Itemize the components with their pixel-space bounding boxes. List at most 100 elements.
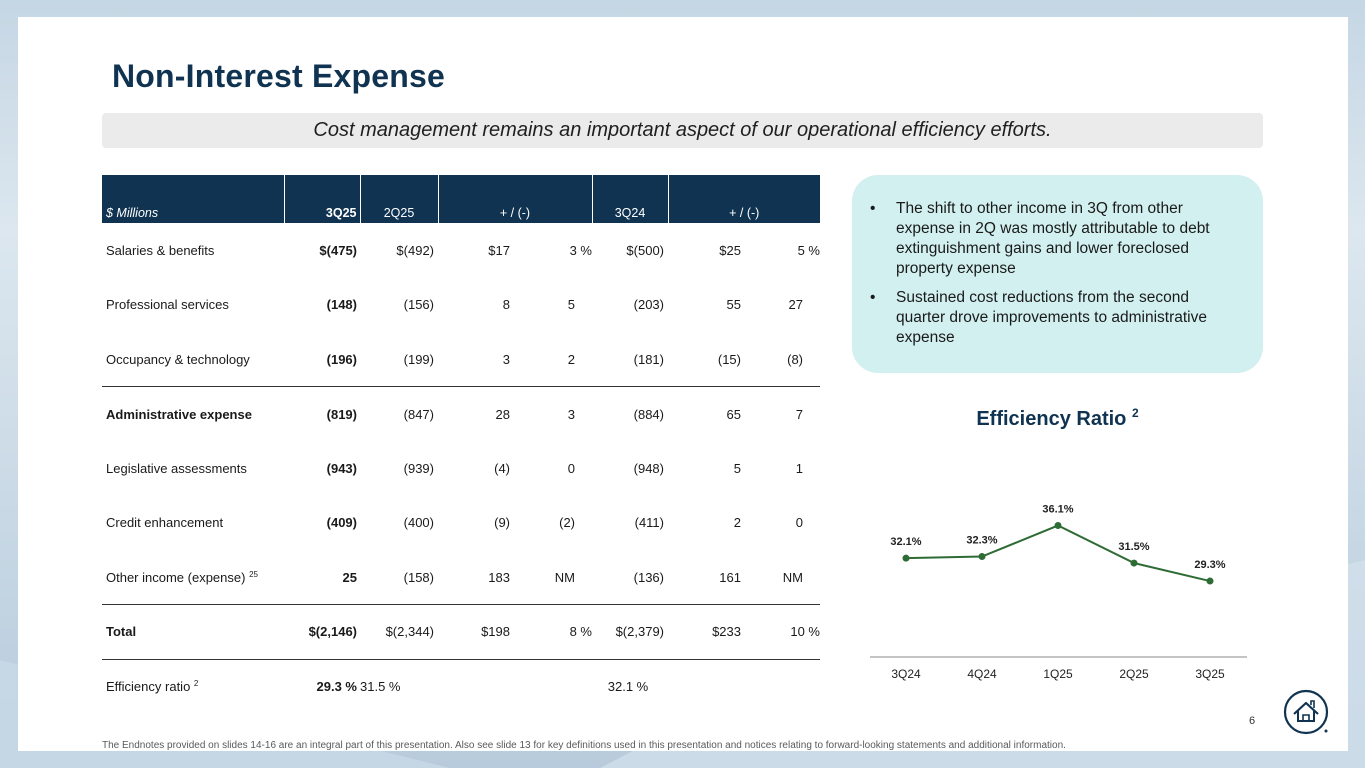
table-row: Administrative expense (819) (847) 28 3 (884)… bbox=[102, 387, 820, 442]
cell-d2: $25 bbox=[719, 242, 741, 258]
table-row: Occupancy & technology (196) (199) 3 2 (181)(… bbox=[102, 332, 820, 387]
cell-q3-24: (948) bbox=[633, 460, 664, 476]
cell-d2 bbox=[668, 659, 745, 714]
cell-q3-24: $(2,379) bbox=[592, 604, 668, 660]
bullet-text: Sustained cost reductions from the secon… bbox=[896, 289, 1207, 346]
table-header-row: $ Millions 3Q25 2Q25 + / (-) 3Q24 + / (-… bbox=[102, 175, 820, 223]
cell-p2: NM bbox=[745, 550, 820, 605]
cell-d2: 161 bbox=[668, 550, 745, 605]
expense-table: $ Millions 3Q25 2Q25 + / (-) 3Q24 + / (-… bbox=[102, 175, 820, 714]
cell-q2-25: (400) bbox=[403, 515, 434, 531]
cell-q3-25: 25 bbox=[284, 550, 360, 605]
data-label: 32.1% bbox=[890, 536, 921, 548]
row-label: Efficiency ratio 2 bbox=[102, 659, 284, 714]
data-point bbox=[902, 554, 910, 562]
subtitle-banner: Cost management remains an important asp… bbox=[102, 113, 1263, 148]
table-row: Efficiency ratio 2 29.3 % 31.5 % 32.1 % bbox=[102, 659, 820, 714]
cell-d1: 8 bbox=[502, 297, 510, 313]
chart-title-text: Efficiency Ratio bbox=[976, 408, 1127, 430]
cell-q3-25: (409) bbox=[326, 515, 357, 531]
row-label: Total bbox=[102, 604, 284, 660]
header-3q25: 3Q25 bbox=[283, 175, 360, 223]
row-label-text: Total bbox=[106, 624, 137, 640]
cell-q3-24: $(500) bbox=[626, 242, 664, 258]
cell-p1: NM bbox=[514, 550, 592, 605]
row-label: Professional services bbox=[102, 278, 284, 333]
cell-q2-25: $(2,344) bbox=[360, 604, 438, 660]
cell-d2: 65 bbox=[726, 406, 741, 422]
cell-p2: 1 bbox=[795, 460, 803, 476]
cell-p1: 3 bbox=[567, 406, 575, 422]
cell-q3-25: (943) bbox=[326, 460, 357, 476]
cell-q3-25: $(2,146) bbox=[284, 604, 360, 660]
page-title: Non-Interest Expense bbox=[112, 58, 445, 94]
row-label-sup: 2 bbox=[193, 679, 199, 688]
row-label-text: Efficiency ratio bbox=[106, 679, 191, 694]
row-label-text: Other income (expense) bbox=[106, 569, 246, 585]
data-point bbox=[1206, 577, 1214, 585]
cell-p1: (2) bbox=[559, 515, 575, 531]
callout-bullets: • The shift to other income in 3Q from o… bbox=[870, 199, 1233, 348]
cell-q3-24: (203) bbox=[633, 297, 664, 313]
cell-q3-25: $(475) bbox=[319, 242, 357, 258]
bullet-icon: • bbox=[870, 200, 876, 217]
cell-d2: 5 bbox=[733, 460, 741, 476]
table-row: Credit enhancement (409) (400) (9) (2) (411) 2… bbox=[102, 496, 820, 551]
list-item: • Sustained cost reductions from the sec… bbox=[870, 288, 1233, 348]
row-label-text: Credit enhancement bbox=[106, 515, 224, 531]
cell-q3-25: 29.3 % bbox=[316, 679, 357, 694]
cell-d1: 3 bbox=[438, 332, 514, 387]
data-label: 29.3% bbox=[1194, 559, 1225, 571]
bullet-icon: • bbox=[870, 289, 876, 306]
cell-q2-25: (156) bbox=[403, 297, 434, 313]
cell-p1: 5 bbox=[567, 297, 575, 313]
x-tick-label: 3Q25 bbox=[1195, 667, 1225, 681]
efficiency-ratio-chart: 32.1% 3Q24 32.3% 4Q24 36.1% 1Q25 31.5% 2Q25 29.3… bbox=[870, 504, 1247, 681]
bullet-text: The shift to other income in 3Q from oth… bbox=[896, 200, 1210, 277]
footnote: The Endnotes provided on slides 14-16 ar… bbox=[102, 740, 1066, 751]
data-label: 31.5% bbox=[1118, 541, 1149, 553]
cell-q3-25: (148) bbox=[326, 297, 357, 313]
cell-d2: (15) bbox=[668, 332, 745, 387]
callout-box: • The shift to other income in 3Q from o… bbox=[852, 175, 1263, 373]
series-line bbox=[905, 524, 1211, 583]
cell-p2: 27 bbox=[788, 297, 803, 313]
cell-p1: 3 % bbox=[569, 242, 592, 258]
cell-d2: $233 bbox=[668, 604, 745, 660]
data-label: 36.1% bbox=[1042, 504, 1073, 516]
x-tick-label: 4Q24 bbox=[967, 667, 997, 681]
cell-p2: 0 bbox=[795, 515, 803, 531]
x-tick-label: 1Q25 bbox=[1043, 667, 1073, 681]
data-point bbox=[978, 553, 986, 561]
cell-p1: 0 bbox=[567, 460, 575, 476]
cell-p2: (8) bbox=[745, 332, 820, 387]
x-tick-label: 3Q24 bbox=[891, 667, 921, 681]
table-row: Professional services (148) (156) 8 5 (203) 55… bbox=[102, 278, 820, 333]
cell-q3-24: (884) bbox=[633, 406, 664, 422]
cell-d1: 183 bbox=[438, 550, 514, 605]
cell-q2-25: (158) bbox=[360, 550, 438, 605]
table-row: Legislative assessments (943) (939) (4) 0 (94… bbox=[102, 441, 820, 496]
cell-p2 bbox=[745, 659, 820, 714]
cell-p2: 10 % bbox=[745, 604, 820, 660]
row-label-text: Administrative expense bbox=[106, 406, 252, 422]
cell-q2-25: (939) bbox=[403, 460, 434, 476]
row-label: Other income (expense) 25 bbox=[102, 550, 284, 605]
row-label: Administrative expense bbox=[102, 387, 284, 442]
cell-q3-24: 32.1 % bbox=[607, 679, 649, 694]
cell-p2: 7 bbox=[795, 406, 803, 422]
row-label: Credit enhancement bbox=[102, 496, 284, 551]
page-number: 6 bbox=[1249, 715, 1256, 727]
cell-q2-25: (847) bbox=[403, 406, 434, 422]
cell-d1: (4) bbox=[494, 460, 510, 476]
row-label-text: Salaries & benefits bbox=[106, 242, 215, 258]
cell-d2: 2 bbox=[733, 515, 741, 531]
header-3q24: 3Q24 bbox=[591, 175, 668, 223]
row-label: Salaries & benefits bbox=[102, 223, 284, 278]
cell-q2-25: $(492) bbox=[396, 242, 434, 258]
cell-q3-25: (196) bbox=[284, 332, 360, 387]
cell-q3-24: (181) bbox=[592, 332, 668, 387]
header-change-2q25: + / (-) bbox=[437, 175, 592, 223]
cell-p1: 2 bbox=[514, 332, 592, 387]
row-label-text: Occupancy & technology bbox=[106, 351, 250, 367]
